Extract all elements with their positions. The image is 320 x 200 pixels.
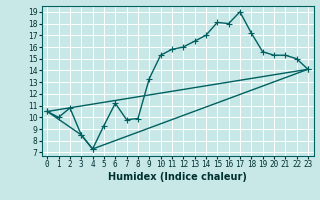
X-axis label: Humidex (Indice chaleur): Humidex (Indice chaleur)	[108, 172, 247, 182]
